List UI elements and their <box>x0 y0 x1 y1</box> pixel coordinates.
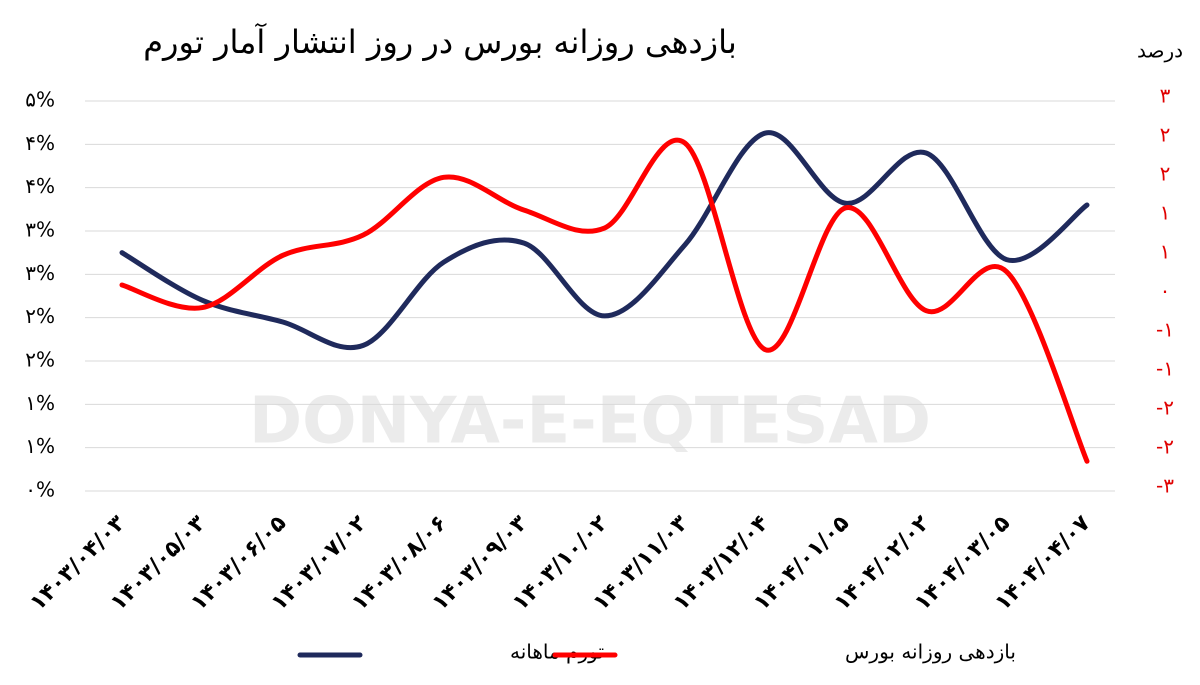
legend-label: تورم ماهانه <box>510 640 604 664</box>
y-tick-label: ۴% <box>25 174 55 198</box>
y-tick-label: ۲% <box>25 304 55 328</box>
y-tick-label: ۳% <box>25 261 55 285</box>
y2-tick-label: ۲ <box>1160 123 1171 147</box>
y2-tick-label: ۱ <box>1160 201 1171 225</box>
y2-tick-label: -۳ <box>1156 474 1174 498</box>
y-tick-label: ۳% <box>25 218 55 242</box>
y-tick-label: ۱% <box>25 391 55 415</box>
y2-tick-label: ۳ <box>1160 84 1171 108</box>
y2-tick-label: ۰ <box>1160 279 1171 303</box>
y2-tick-label: -۱ <box>1156 318 1174 342</box>
watermark: DONYA-E-EQTESAD <box>249 385 931 459</box>
chart-title: بازدهی روزانه بورس در روز انتشار آمار تو… <box>143 22 737 61</box>
y2-tick-label: ۱ <box>1160 240 1171 264</box>
series-line <box>119 137 1090 464</box>
series-line <box>119 130 1090 351</box>
y-tick-label: ۴% <box>25 131 55 155</box>
y2-axis-label: درصد <box>1137 39 1183 63</box>
legend-label: بازدهی روزانه بورس <box>845 640 1016 664</box>
y2-tick-label: -۲ <box>1156 396 1174 420</box>
y-tick-label: ۰% <box>25 478 55 502</box>
y2-tick-label: -۱ <box>1156 357 1174 381</box>
y-tick-label: ۵% <box>25 88 55 112</box>
y-tick-label: ۱% <box>25 434 55 458</box>
y2-tick-label: -۲ <box>1156 435 1174 459</box>
y2-tick-label: ۲ <box>1160 162 1171 186</box>
y-tick-label: ۲% <box>25 348 55 372</box>
